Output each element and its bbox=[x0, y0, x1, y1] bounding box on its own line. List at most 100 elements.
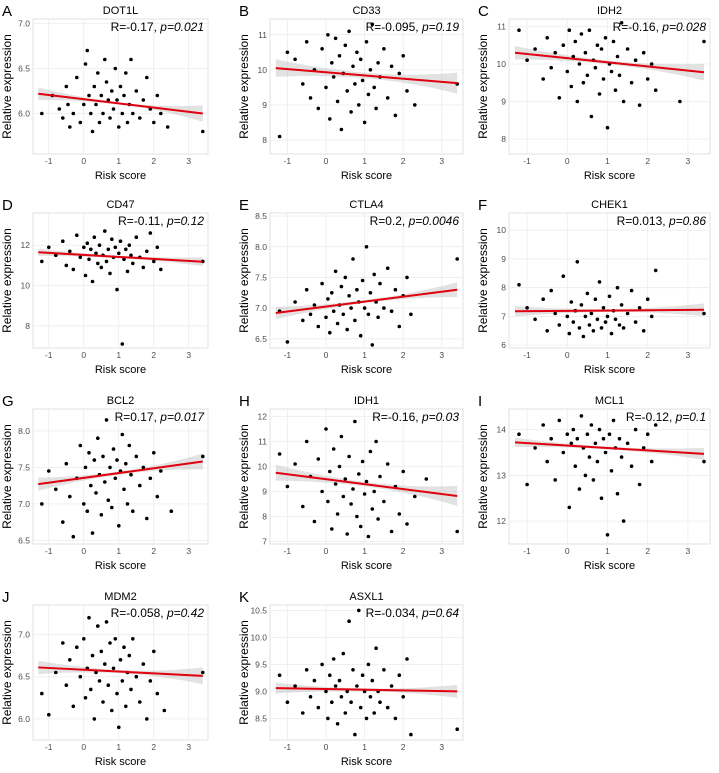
data-point bbox=[397, 673, 402, 677]
data-point bbox=[393, 113, 398, 118]
regression-line bbox=[515, 308, 704, 313]
correlation-label: R=-0.16, p=0.028 bbox=[613, 20, 707, 34]
data-point bbox=[633, 58, 638, 62]
y-tick-label: 10 bbox=[21, 281, 31, 291]
data-point bbox=[637, 103, 642, 107]
data-point bbox=[328, 330, 332, 335]
data-point bbox=[621, 326, 626, 330]
x-tick-label: 2 bbox=[401, 546, 406, 556]
data-point bbox=[330, 527, 334, 531]
x-tick-label: 3 bbox=[186, 546, 191, 556]
data-point bbox=[141, 98, 146, 102]
data-point bbox=[353, 419, 357, 424]
data-point bbox=[75, 233, 79, 237]
data-point bbox=[385, 705, 390, 710]
y-tick-label: 7.0 bbox=[255, 303, 267, 313]
data-point bbox=[611, 418, 616, 423]
data-point bbox=[304, 287, 309, 292]
data-point bbox=[589, 423, 594, 427]
y-tick-label: 8 bbox=[501, 134, 506, 144]
data-point bbox=[169, 509, 174, 513]
data-point bbox=[326, 33, 330, 37]
x-tick-label: 0 bbox=[324, 546, 329, 556]
x-tick-label: 0 bbox=[324, 156, 329, 166]
y-tick-label: 6.5 bbox=[18, 535, 30, 545]
data-point bbox=[110, 89, 114, 93]
data-point bbox=[378, 700, 382, 704]
data-point bbox=[533, 446, 537, 450]
data-point bbox=[553, 478, 557, 482]
correlation-label: R=-0.058, p=0.42 bbox=[111, 606, 205, 620]
r-value: R=-0.058, bbox=[111, 606, 167, 620]
data-point bbox=[393, 287, 398, 292]
x-tick-label: 1 bbox=[605, 350, 610, 360]
data-point bbox=[557, 418, 562, 423]
data-point bbox=[57, 107, 62, 111]
data-point bbox=[106, 98, 111, 102]
correlation-label: R=-0.17, p=0.021 bbox=[111, 20, 204, 34]
y-tick-label: 7.5 bbox=[18, 462, 30, 472]
data-point bbox=[455, 257, 460, 261]
data-point bbox=[47, 469, 51, 473]
data-point bbox=[324, 315, 328, 320]
data-point bbox=[583, 314, 588, 319]
data-point bbox=[609, 69, 614, 74]
data-point bbox=[357, 608, 361, 613]
p-value: p=0.42 bbox=[166, 606, 204, 620]
data-point bbox=[328, 469, 332, 474]
data-point bbox=[621, 519, 626, 523]
data-point bbox=[308, 695, 313, 699]
data-point bbox=[129, 687, 133, 692]
data-point bbox=[611, 39, 616, 44]
data-point bbox=[587, 28, 592, 32]
data-point bbox=[401, 54, 406, 58]
data-point bbox=[571, 320, 576, 324]
data-point bbox=[567, 505, 572, 510]
data-point bbox=[134, 89, 139, 93]
data-point bbox=[645, 297, 650, 302]
plot-area bbox=[32, 212, 209, 349]
data-point bbox=[413, 103, 417, 107]
x-tick-label: 3 bbox=[439, 742, 444, 752]
data-point bbox=[702, 311, 706, 316]
data-point bbox=[455, 727, 460, 731]
y-tick-label: 8 bbox=[25, 321, 30, 331]
data-point bbox=[649, 62, 654, 66]
data-point bbox=[99, 513, 104, 517]
data-point bbox=[347, 619, 351, 623]
data-point bbox=[362, 120, 367, 125]
r-value: R=0.2, bbox=[370, 214, 409, 228]
regression-line bbox=[275, 288, 458, 315]
data-point bbox=[333, 482, 338, 486]
data-point bbox=[382, 306, 386, 310]
data-point bbox=[362, 306, 367, 310]
data-point bbox=[653, 268, 658, 273]
data-point bbox=[364, 245, 369, 249]
data-point bbox=[557, 96, 562, 100]
panel-letter: G bbox=[2, 393, 14, 410]
data-point bbox=[90, 531, 95, 535]
data-point bbox=[358, 57, 363, 62]
data-point bbox=[115, 287, 119, 292]
data-point bbox=[349, 110, 353, 114]
data-point bbox=[316, 457, 321, 461]
data-point bbox=[364, 479, 369, 484]
data-point bbox=[347, 294, 351, 298]
data-point bbox=[75, 75, 79, 80]
data-point bbox=[118, 239, 123, 243]
data-point bbox=[603, 36, 608, 40]
data-point bbox=[120, 342, 125, 346]
data-point bbox=[335, 321, 340, 326]
data-point bbox=[615, 285, 620, 290]
gene-title: ASXL1 bbox=[349, 591, 383, 603]
data-point bbox=[328, 117, 332, 121]
regression-line bbox=[275, 471, 458, 497]
data-point bbox=[593, 441, 598, 446]
data-point bbox=[370, 22, 375, 27]
data-point bbox=[85, 509, 90, 513]
y-tick-label: 10.5 bbox=[250, 605, 267, 615]
data-point bbox=[405, 275, 409, 280]
